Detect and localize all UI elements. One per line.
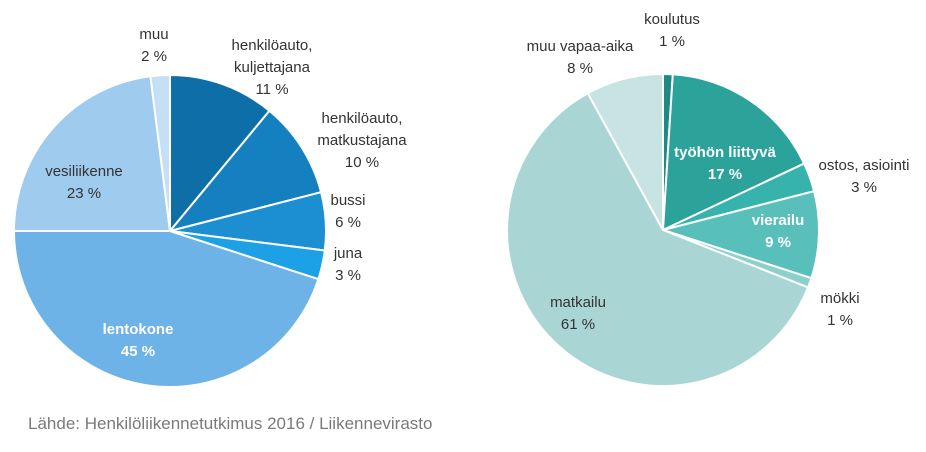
slice-label-1-6: muu vapaa-aika 8 % [527,38,634,77]
slice-label-1-2: ostos, asiointi 3 % [819,157,910,196]
pie-slice-1-3 [662,190,820,280]
pie-chart-transport-mode: henkilöauto, kuljettajana 11 %henkilöauto,… [13,26,407,388]
slice-label-1-1: työhön liittyvä 17 % [674,144,776,183]
slice-label-1-0: koulutus 1 % [644,11,700,50]
pie-chart-trip-purpose: koulutus 1 % työhön liittyvä 17 % ostos, asi… [506,11,910,387]
slice-label-0-4: lentokone 45 % [103,321,174,360]
pie-slice-1-1 [662,73,806,231]
pie-slice-1-6 [586,73,664,231]
pie-slice-0-5 [13,75,171,232]
slice-label-0-6: muu 2 % [139,26,168,65]
slice-label-1-4: mökki 1 % [820,290,859,329]
slice-label-0-5: vesiliikenne 23 % [45,163,123,202]
slice-label-1-3: vierailu 9 % [752,212,805,251]
slice-label-1-5: matkailu 61 % [550,294,606,333]
slice-label-0-2: bussi 6 % [330,192,365,231]
pie-slice-0-0 [169,74,271,232]
pie-slice-1-5 [506,92,810,387]
slice-label-0-1: henkilöauto, matkustajana 10 % [317,110,407,171]
slice-label-0-0: henkilöauto, kuljettajana 11 % [232,37,313,98]
source-note: Lähde: Henkilöliikennetutkimus 2016 / Li… [28,414,433,433]
pie-slice-0-4 [13,230,320,388]
slice-label-0-3: juna 3 % [333,245,363,284]
pie-slice-0-6 [149,74,171,232]
